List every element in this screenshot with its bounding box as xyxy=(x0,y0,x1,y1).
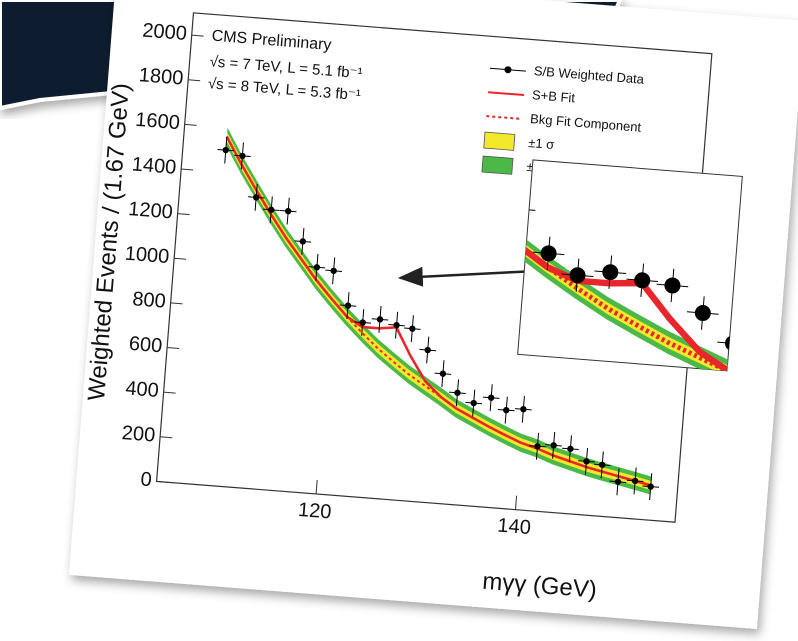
legend-label: S+B Fit xyxy=(532,87,576,105)
y-tick xyxy=(160,436,173,439)
data-point xyxy=(634,272,651,289)
plot-area xyxy=(217,127,660,501)
data-point xyxy=(409,325,416,332)
data-point xyxy=(222,146,229,154)
data-point xyxy=(631,477,639,485)
data-point xyxy=(299,238,307,245)
x-error-bar xyxy=(777,380,798,382)
y-tick-label: 1400 xyxy=(131,153,177,178)
legend-marker xyxy=(504,66,512,74)
y-tick xyxy=(156,480,169,483)
data-point xyxy=(520,406,527,413)
data-point xyxy=(647,483,654,490)
y-tick-label: 1000 xyxy=(124,243,170,268)
legend-marker xyxy=(486,115,523,120)
chart-card: 0 200 400 600 800 1000 1200 1400 1600 1800 2000 120… xyxy=(68,0,798,629)
y-tick xyxy=(170,302,183,305)
data-point xyxy=(252,194,260,201)
legend-marker xyxy=(488,91,525,97)
legend-marker xyxy=(483,131,516,151)
y-tick xyxy=(177,213,190,216)
y-tick xyxy=(191,34,204,37)
y-tick-label: 2000 xyxy=(142,20,188,45)
error-bar xyxy=(792,365,795,398)
data-point xyxy=(470,399,477,407)
y-tick xyxy=(181,168,194,171)
y-tick-label: 200 xyxy=(121,422,156,447)
y-tick xyxy=(188,79,201,82)
data-point xyxy=(344,302,352,309)
y-tick-label: 1600 xyxy=(135,109,181,134)
data-point xyxy=(602,264,619,281)
x-tick xyxy=(514,495,518,510)
data-point xyxy=(393,321,400,329)
data-point xyxy=(694,305,711,322)
data-point xyxy=(359,319,366,326)
y-tick-label: 400 xyxy=(125,377,160,402)
legend-marker xyxy=(481,155,514,175)
y-tick xyxy=(163,391,176,394)
data-point xyxy=(239,152,246,160)
data-point xyxy=(550,442,557,449)
data-point xyxy=(583,458,590,465)
legend-label: ±1 σ xyxy=(528,135,555,152)
x-tick-label: 140 xyxy=(497,515,532,540)
x-tick xyxy=(315,479,318,494)
data-point xyxy=(503,406,510,414)
data-point xyxy=(424,346,431,354)
data-point xyxy=(487,394,495,401)
data-point xyxy=(330,267,337,275)
data-point xyxy=(313,264,321,271)
fit-line xyxy=(517,159,743,371)
data-point xyxy=(540,245,557,262)
y-tick-label: 1800 xyxy=(138,64,184,89)
data-point xyxy=(454,389,461,397)
data-point xyxy=(599,461,606,469)
data-point xyxy=(439,370,447,377)
bkg-line xyxy=(225,136,652,487)
zoom-arrow xyxy=(397,266,525,287)
y-tick-label: 800 xyxy=(132,288,167,313)
y-tick xyxy=(184,123,197,126)
data-point xyxy=(284,207,292,215)
x-tick-label: 120 xyxy=(297,499,332,524)
y-tick-label: 600 xyxy=(128,333,163,358)
data-point xyxy=(785,373,798,390)
y-tick xyxy=(167,347,180,349)
data-point xyxy=(664,277,681,294)
data-point xyxy=(268,206,275,213)
data-point xyxy=(614,478,622,485)
axes: 0 200 400 600 800 1000 1200 1400 1600 1800 2000 120… xyxy=(121,20,532,540)
data-point xyxy=(376,316,384,323)
y-tick-label: 1200 xyxy=(128,198,174,223)
y-tick xyxy=(174,257,187,260)
data-point xyxy=(534,443,541,450)
data-point xyxy=(569,267,586,284)
y-tick-label: 0 xyxy=(140,468,153,491)
data-point xyxy=(567,445,574,453)
card-bg xyxy=(68,0,798,629)
